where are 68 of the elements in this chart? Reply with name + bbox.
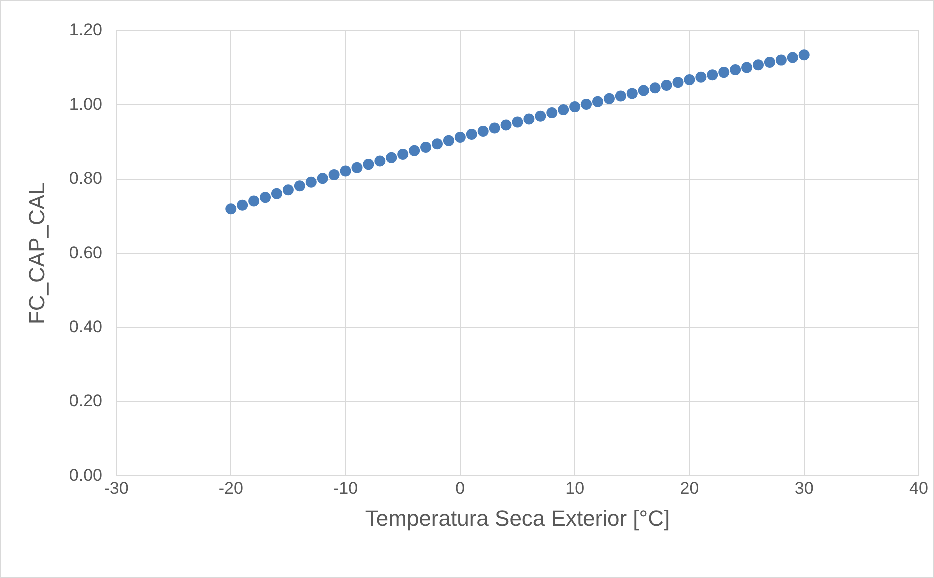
point — [718, 67, 730, 78]
point — [776, 54, 787, 66]
point — [684, 74, 696, 86]
point — [604, 93, 615, 104]
point — [742, 62, 753, 74]
x-tick-label: -10 — [333, 479, 358, 498]
point — [398, 149, 409, 160]
point — [707, 70, 718, 81]
point — [432, 138, 443, 150]
point — [500, 120, 512, 131]
point — [466, 129, 478, 140]
y-tick-label: 1.00 — [69, 94, 102, 114]
y-tick-label: 0.80 — [69, 169, 102, 188]
point — [478, 126, 489, 138]
point — [524, 114, 535, 125]
point — [409, 145, 420, 156]
point — [650, 82, 661, 94]
y-tick-label: 0.20 — [69, 392, 102, 411]
y-tick-label: 0.40 — [69, 317, 102, 336]
point — [306, 176, 317, 188]
point — [672, 77, 684, 88]
point — [340, 166, 352, 177]
point — [420, 142, 432, 153]
x-tick-label: 10 — [566, 479, 585, 498]
point — [558, 104, 570, 116]
y-tick-label: 0.60 — [69, 243, 102, 262]
point — [730, 64, 742, 76]
x-tick-label: 30 — [794, 479, 814, 498]
point — [798, 50, 810, 61]
point — [363, 159, 374, 170]
point — [696, 72, 707, 83]
point — [512, 116, 524, 128]
x-tick-label: 20 — [680, 479, 700, 498]
point — [317, 173, 328, 184]
point — [661, 80, 672, 92]
point — [581, 98, 592, 110]
point — [546, 107, 558, 118]
x-tick-label: 0 — [456, 479, 466, 498]
point — [626, 88, 638, 100]
point — [638, 85, 650, 96]
y-tick-label: 0.00 — [69, 466, 102, 485]
point — [294, 180, 306, 192]
point — [764, 57, 776, 68]
point — [237, 200, 248, 211]
point — [592, 96, 604, 108]
x-axis-title: Temperatura Seca Exterior [°C] — [365, 506, 670, 531]
point — [374, 156, 386, 167]
point — [248, 196, 260, 207]
point — [328, 169, 340, 180]
y-tick-label: 1.20 — [69, 20, 102, 40]
x-tick-label: 40 — [910, 479, 928, 498]
point — [535, 110, 546, 122]
x-tick-label: -20 — [218, 479, 244, 498]
point — [271, 188, 282, 200]
point — [752, 60, 764, 71]
point — [489, 122, 500, 134]
point — [570, 102, 581, 113]
point — [226, 204, 237, 215]
point — [443, 135, 454, 146]
point — [260, 192, 272, 204]
point — [615, 90, 626, 102]
point — [454, 132, 466, 143]
point — [787, 52, 798, 64]
x-tick-label: -30 — [104, 479, 129, 498]
y-axis-title: FC_CAP_CAL — [24, 182, 50, 325]
point — [386, 152, 398, 164]
point — [352, 162, 363, 174]
point — [282, 184, 294, 196]
